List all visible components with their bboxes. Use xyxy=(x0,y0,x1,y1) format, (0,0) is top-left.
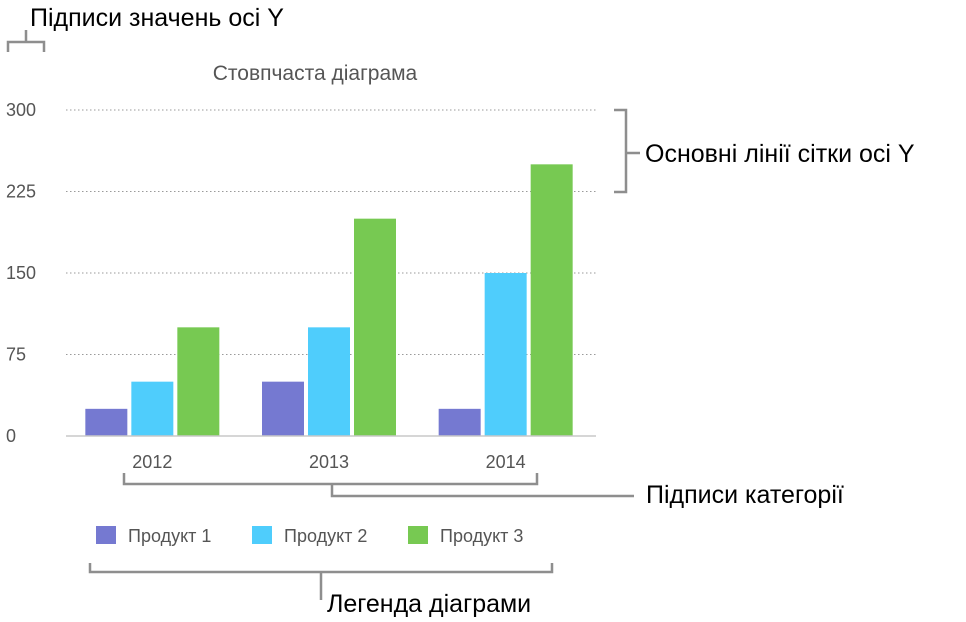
bar-1-2012 xyxy=(85,408,128,436)
bar-3-2013 xyxy=(354,218,396,436)
callout-major-gridlines-bracket xyxy=(614,108,640,194)
bar-2-2014 xyxy=(484,273,527,436)
legend-swatch-1 xyxy=(96,526,116,544)
bar-2-2012 xyxy=(131,381,174,436)
callout-category-labels: Підписи категорії xyxy=(646,481,844,509)
y-tick-label: 75 xyxy=(6,345,26,365)
bar-3-2012 xyxy=(177,327,220,436)
legend-swatch-2 xyxy=(252,526,272,544)
legend-label-3: Продукт 3 xyxy=(440,526,523,546)
callout-chart-legend: Легенда діаграми xyxy=(327,590,531,618)
y-axis-tick-labels: 0 75 150 225 300 xyxy=(6,100,36,446)
legend-label-1: Продукт 1 xyxy=(128,526,211,546)
legend-swatch-3 xyxy=(408,526,428,544)
bar-1-2013 xyxy=(262,381,304,436)
callout-y-value-labels: Підписи значень осі Y xyxy=(30,4,284,32)
y-tick-label: 0 xyxy=(6,426,16,446)
bars xyxy=(85,164,573,437)
y-tick-label: 225 xyxy=(6,182,36,202)
callout-chart-legend-bracket xyxy=(88,563,554,600)
chart-title: Стовпчаста діаграма xyxy=(213,62,418,85)
y-tick-label: 300 xyxy=(6,100,36,120)
y-tick-label: 150 xyxy=(6,263,36,283)
bar-1-2014 xyxy=(438,408,481,436)
callout-major-gridlines: Основні лінії сітки осі Y xyxy=(645,140,915,168)
bar-3-2014 xyxy=(530,164,573,437)
legend-label-2: Продукт 2 xyxy=(284,526,367,546)
x-axis-tick-labels: 2012 2013 2014 xyxy=(132,452,525,472)
callout-y-value-labels-bracket xyxy=(6,30,46,52)
chart-legend: Продукт 1 Продукт 2 Продукт 3 xyxy=(96,526,523,546)
x-tick-label: 2013 xyxy=(309,452,349,472)
x-tick-label: 2012 xyxy=(132,452,172,472)
callout-category-labels-bracket xyxy=(122,473,634,498)
x-tick-label: 2014 xyxy=(486,452,526,472)
bar-2-2013 xyxy=(308,327,350,436)
